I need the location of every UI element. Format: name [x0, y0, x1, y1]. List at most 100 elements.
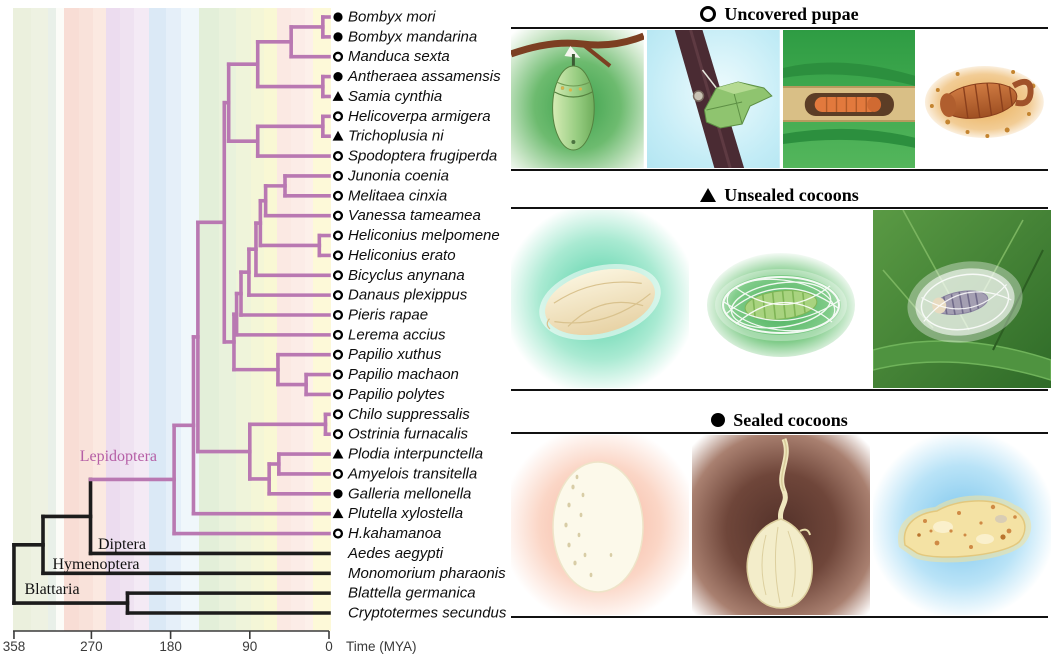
- divider: [511, 207, 1048, 209]
- uncovered-pupa-icon: [332, 190, 344, 201]
- era-band: [64, 8, 79, 631]
- uncovered-pupae-image-3: [782, 30, 916, 168]
- species-label: Papilio machaon: [348, 366, 459, 383]
- unsealed-cocoons-images: [511, 210, 1051, 388]
- era-band: [277, 8, 291, 631]
- filled-circle-icon: [711, 413, 726, 427]
- species-label: Cryptotermes secundus: [348, 605, 507, 622]
- unsealed-cocoon-icon: [332, 508, 344, 519]
- uncovered-pupa-icon: [332, 170, 344, 181]
- axis-tick-label: 180: [159, 639, 182, 654]
- species-label: Spodoptera frugiperda: [348, 148, 497, 165]
- sealed-cocoon-icon: [333, 489, 343, 499]
- unsealed-cocoon-icon: [332, 130, 344, 141]
- sealed-cocoons-image-3: [873, 435, 1051, 615]
- divider: [511, 169, 1048, 171]
- species-label: Monomorium pharaonis: [348, 565, 506, 582]
- species-label: Bicyclus anynana: [348, 267, 465, 284]
- panel-title-text: Uncovered pupae: [724, 3, 859, 24]
- era-band: [120, 8, 134, 631]
- uncovered-pupae-image-2: [646, 30, 780, 168]
- era-band: [291, 8, 305, 631]
- species-label: Plutella xylostella: [348, 505, 463, 522]
- species-label: Junonia coenia: [347, 167, 449, 184]
- divider: [511, 389, 1048, 391]
- sealed-cocoon-icon: [333, 72, 343, 82]
- species-label: Bombyx mori: [348, 9, 436, 26]
- panel-title-text: Sealed cocoons: [733, 409, 848, 430]
- species-label: Heliconius erato: [348, 247, 456, 264]
- uncovered-pupa-icon: [332, 290, 344, 301]
- unsealed-cocoon-icon: [332, 448, 344, 459]
- species-label: Plodia interpunctella: [348, 446, 483, 463]
- axis-tick-label: 90: [242, 639, 257, 654]
- era-band: [31, 8, 48, 631]
- uncovered-pupa-icon: [332, 309, 344, 321]
- uncovered-pupae-images: [511, 30, 1051, 168]
- species-label: H.kahamanoa: [348, 525, 441, 542]
- species-label: Ostrinia furnacalis: [348, 426, 469, 443]
- unsealed-cocoons-image-3: [873, 210, 1051, 388]
- species-label: Galleria mellonella: [348, 485, 471, 502]
- axis-tick-label: 358: [3, 639, 26, 654]
- era-band: [13, 8, 31, 631]
- uncovered-pupa-icon: [332, 429, 344, 440]
- divider: [511, 432, 1048, 434]
- uncovered-pupa-icon: [332, 250, 344, 261]
- axis-tick-label: 0: [325, 639, 333, 654]
- uncovered-pupae-image-4: [918, 30, 1051, 168]
- era-band: [93, 8, 106, 631]
- era-band: [48, 8, 56, 631]
- era-band: [149, 8, 166, 631]
- species-label: Amyelois transitella: [347, 465, 477, 482]
- open-circle-icon: [700, 6, 717, 22]
- sealed-cocoons-image-2: [692, 435, 870, 615]
- era-band: [79, 8, 93, 631]
- species-label: Lerema accius: [348, 326, 446, 343]
- uncovered-pupa-icon: [332, 210, 344, 221]
- species-label: Papilio xuthus: [348, 346, 442, 363]
- era-band: [264, 8, 277, 631]
- panel-sealed-cocoons-title: Sealed cocoons: [511, 408, 1048, 432]
- divider: [511, 616, 1048, 618]
- filled-triangle-icon: [700, 188, 717, 202]
- axis-title: Time (MYA): [346, 639, 417, 654]
- era-band: [251, 8, 264, 631]
- clade-label: Hymenoptera: [52, 556, 139, 573]
- clade-label: Blattaria: [24, 581, 79, 598]
- era-band: [166, 8, 181, 631]
- species-label: Chilo suppressalis: [348, 406, 470, 423]
- species-label: Bombyx mandarina: [348, 28, 477, 45]
- clade-label: Diptera: [98, 536, 146, 553]
- sealed-cocoons-images: [511, 435, 1051, 615]
- species-label: Melitaea cinxia: [348, 187, 447, 204]
- unsealed-cocoons-image-2: [692, 210, 870, 388]
- uncovered-pupa-icon: [332, 528, 344, 539]
- era-band: [236, 8, 251, 631]
- species-label: Samia cynthia: [348, 88, 442, 105]
- uncovered-pupa-icon: [332, 389, 344, 400]
- era-band: [56, 8, 64, 631]
- species-label: Pieris rapae: [348, 307, 428, 324]
- species-label: Papilio polytes: [348, 386, 445, 403]
- panel-unsealed-cocoons-title: Unsealed cocoons: [511, 183, 1048, 207]
- species-label: Vanessa tameamea: [348, 207, 481, 224]
- uncovered-pupa-icon: [332, 51, 344, 62]
- panel-uncovered-pupae-title: Uncovered pupae: [511, 2, 1048, 26]
- clade-label: Lepidoptera: [80, 448, 157, 465]
- species-label: Danaus plexippus: [348, 287, 468, 304]
- unsealed-cocoons-image-1: [511, 210, 689, 388]
- divider: [511, 27, 1048, 29]
- era-band: [134, 8, 149, 631]
- uncovered-pupa-icon: [332, 409, 344, 420]
- panel-unsealed-cocoons: Unsealed cocoons: [511, 183, 1048, 207]
- sealed-cocoon-icon: [333, 12, 343, 22]
- era-band: [106, 8, 120, 631]
- sealed-cocoons-image-1: [511, 435, 689, 615]
- uncovered-pupa-icon: [332, 468, 344, 479]
- era-band: [199, 8, 219, 631]
- species-label: Trichoplusia ni: [348, 128, 444, 145]
- uncovered-pupa-icon: [332, 111, 344, 122]
- axis-tick-label: 270: [80, 639, 103, 654]
